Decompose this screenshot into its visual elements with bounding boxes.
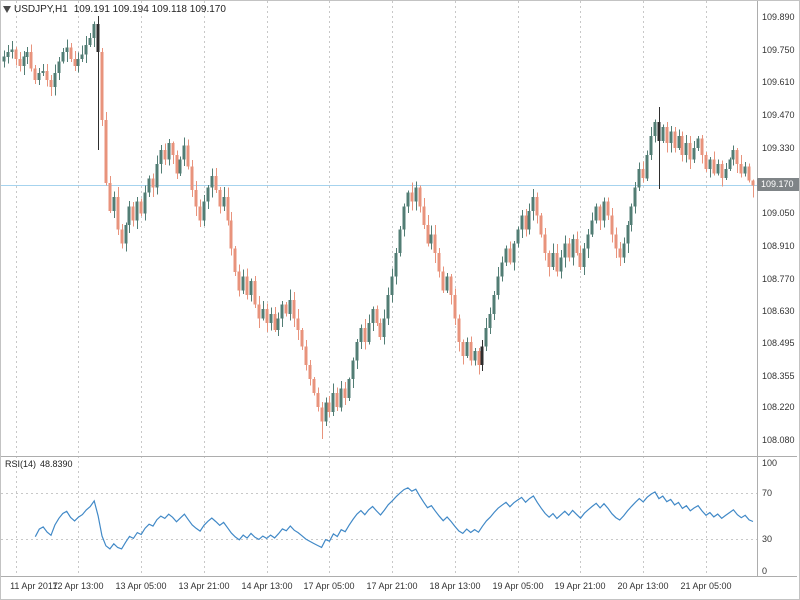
chart-header: USDJPY,H1 109.191 109.194 109.118 109.170	[14, 4, 226, 15]
time-tick-label: 11 Apr 2017	[10, 581, 58, 591]
time-gridlines	[16, 1, 707, 576]
price-tick-label: 109.610	[762, 77, 795, 87]
time-tick-label: 20 Apr 13:00	[617, 581, 669, 591]
time-tick-label: 19 Apr 05:00	[492, 581, 544, 591]
price-tick-label: 108.495	[762, 338, 795, 348]
time-tick-label: 12 Apr 13:00	[52, 581, 104, 591]
rsi-indicator-label: RSI(14) 48.8390	[5, 459, 73, 469]
candlesticks	[2, 15, 755, 439]
chart-shift-icon	[3, 6, 11, 13]
rsi-name: RSI(14)	[5, 459, 37, 469]
rsi-line	[34, 487, 754, 550]
time-tick-label: 18 Apr 13:00	[429, 581, 481, 591]
rsi-tick-label: 70	[762, 488, 773, 498]
time-tick-label: 14 Apr 13:00	[241, 581, 293, 591]
rsi-tick-label: 30	[762, 534, 773, 544]
ohlc-values: 109.191 109.194 109.118 109.170	[73, 4, 226, 15]
rsi-tick-label: 100	[762, 458, 778, 468]
price-tick-label: 109.890	[762, 12, 795, 22]
time-tick-label: 13 Apr 21:00	[178, 581, 230, 591]
price-tick-label: 109.050	[762, 208, 795, 218]
price-tick-label: 108.770	[762, 274, 795, 284]
price-tick-label: 109.470	[762, 110, 795, 120]
symbol-timeframe-label: USDJPY,H1	[14, 4, 68, 15]
price-axis[interactable]: 109.890 109.750 109.610 109.470 109.330 109.0…	[759, 1, 799, 599]
price-tick-label: 108.080	[762, 435, 795, 445]
time-axis[interactable]: 11 Apr 2017 12 Apr 13:00 13 Apr 05:00 13 Ap…	[1, 1, 757, 599]
time-tick-label: 13 Apr 05:00	[115, 581, 167, 591]
price-tick-label: 109.330	[762, 143, 795, 153]
rsi-value: 48.8390	[40, 459, 73, 469]
time-tick-label: 19 Apr 21:00	[554, 581, 606, 591]
time-tick-label: 17 Apr 05:00	[303, 581, 355, 591]
price-tick-label: 108.355	[762, 371, 795, 381]
price-tick-label: 109.750	[762, 45, 795, 55]
price-tick-label: 108.220	[762, 402, 795, 412]
current-price-badge: 109.170	[757, 178, 799, 191]
price-tick-label: 108.910	[762, 241, 795, 251]
time-tick-label: 17 Apr 21:00	[366, 581, 418, 591]
price-tick-label: 108.630	[762, 306, 795, 316]
time-tick-label: 21 Apr 05:00	[680, 581, 732, 591]
rsi-tick-label: 0	[762, 566, 768, 576]
panel-separators	[1, 1, 797, 577]
rsi-axis[interactable]: 100 70 30 0	[759, 1, 799, 599]
